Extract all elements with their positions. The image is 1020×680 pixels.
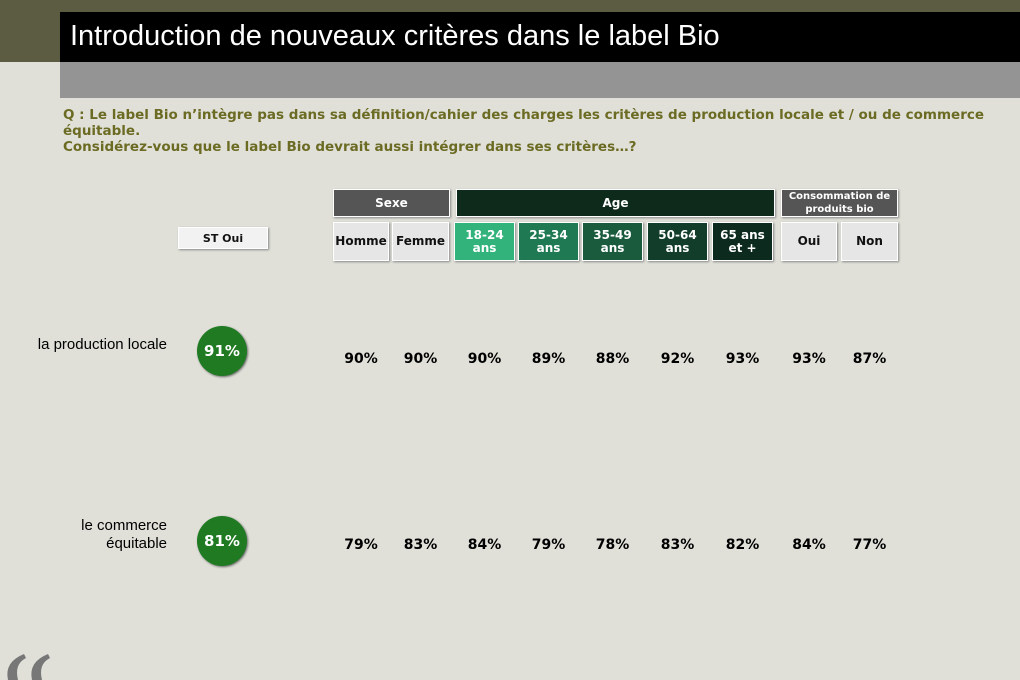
cell-value: 90%	[403, 351, 438, 367]
cell-value: 83%	[403, 537, 438, 553]
cell-value: 84%	[467, 537, 502, 553]
side-block	[0, 12, 60, 62]
cell-value: 90%	[344, 351, 378, 367]
cell-value: 90%	[467, 351, 502, 367]
cell-value: 79%	[531, 537, 566, 553]
quote-shape	[7, 654, 51, 680]
column-header: 35-49 ans	[582, 222, 643, 261]
group-header: Age	[456, 189, 775, 217]
column-header: 50-64 ans	[647, 222, 708, 261]
row-label: la production locale	[37, 336, 167, 353]
cell-value: 79%	[344, 537, 378, 553]
cell-value: 89%	[531, 351, 566, 367]
cell-value: 87%	[852, 351, 887, 367]
column-header: Femme	[392, 222, 449, 261]
group-header: Consommation de produits bio	[781, 189, 898, 217]
top-strip	[0, 0, 1020, 12]
column-header: 25-34 ans	[518, 222, 579, 261]
cell-value: 93%	[725, 351, 760, 367]
column-header: Non	[841, 222, 898, 261]
cell-value: 93%	[792, 351, 826, 367]
grey-band	[60, 62, 1020, 98]
column-header: 65 ans et +	[712, 222, 773, 261]
quote-mark	[7, 654, 51, 680]
cell-value: 82%	[725, 537, 760, 553]
cell-value: 88%	[595, 351, 630, 367]
question-line: Considérez-vous que le label Bio devrait…	[63, 139, 637, 155]
slide-title: Introduction de nouveaux critères dans l…	[60, 12, 1020, 62]
row-label: le commerce équitable	[81, 517, 167, 552]
cell-value: 78%	[595, 537, 630, 553]
question-line: Q : Le label Bio n’intègre pas dans sa d…	[63, 107, 985, 139]
column-header: Oui	[781, 222, 837, 261]
cell-value: 92%	[660, 351, 695, 367]
question: Q : Le label Bio n’intègre pas dans sa d…	[63, 107, 993, 155]
total-badge: 81%	[197, 516, 247, 566]
total-header: ST Oui	[178, 227, 268, 249]
cell-value: 84%	[792, 537, 826, 553]
total-badge: 91%	[197, 326, 247, 376]
group-header: Sexe	[333, 189, 450, 217]
cell-value: 77%	[852, 537, 887, 553]
column-header: Homme	[333, 222, 389, 261]
column-header: 18-24 ans	[454, 222, 515, 261]
cell-value: 83%	[660, 537, 695, 553]
